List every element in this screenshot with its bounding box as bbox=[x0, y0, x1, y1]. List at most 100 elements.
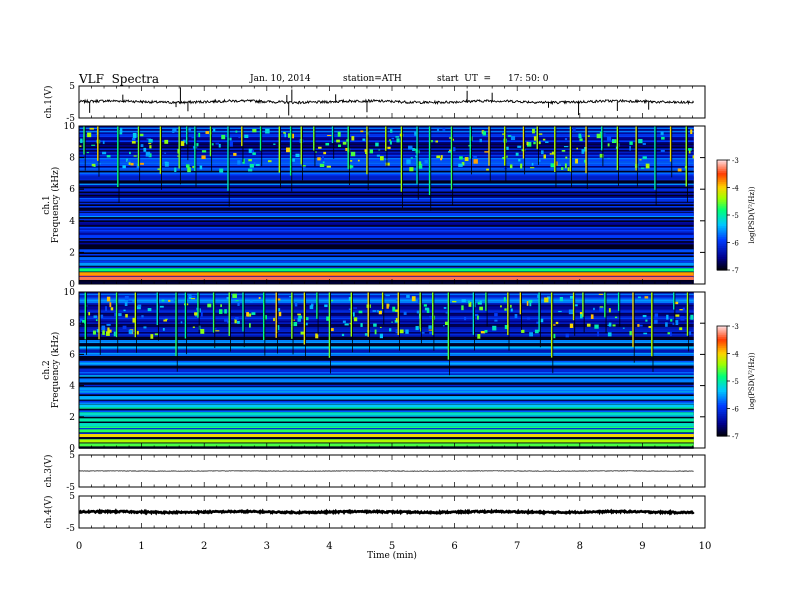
ch1-speckle bbox=[129, 151, 131, 155]
ch2-speckle bbox=[341, 333, 345, 337]
ch1-speckle bbox=[342, 141, 347, 145]
ch2-speckle bbox=[250, 300, 253, 303]
ch2-speckle bbox=[670, 331, 672, 336]
ch2-speckle bbox=[141, 315, 144, 318]
ch2-speckle bbox=[574, 304, 578, 307]
ch1-speckle bbox=[395, 136, 400, 138]
ch2-speckle bbox=[353, 317, 358, 322]
ch1-speckle bbox=[505, 146, 509, 151]
ch2-speckle bbox=[258, 297, 261, 299]
ch2-speckle bbox=[504, 308, 507, 311]
ch1-speckle bbox=[228, 141, 233, 147]
ch2-colorbar-step bbox=[717, 388, 727, 391]
ch1-freq-row bbox=[79, 228, 694, 230]
ch1-freq-row bbox=[79, 174, 694, 176]
ch1-speckle bbox=[530, 167, 535, 169]
ch2-freq-row bbox=[79, 332, 694, 334]
ch2-freq-row bbox=[79, 338, 694, 340]
x-tick-label: 10 bbox=[699, 541, 712, 552]
ch1-speckle bbox=[317, 157, 321, 161]
ch2-colorbar-step bbox=[717, 430, 727, 433]
ch1-speckle bbox=[350, 160, 353, 162]
ch2-speckle bbox=[251, 312, 256, 315]
ch2-freq-row bbox=[79, 365, 694, 368]
ch2-colorbar-step bbox=[717, 349, 727, 353]
ch1-speckle bbox=[412, 148, 415, 151]
ch1-freq-row bbox=[79, 220, 694, 222]
ch2-speckle bbox=[540, 318, 544, 323]
ch3-ylabel: ch.3(V) bbox=[43, 455, 54, 488]
ch2-speckle bbox=[379, 326, 382, 328]
ch2-speckle bbox=[187, 295, 192, 297]
ch2-speckle bbox=[292, 319, 295, 321]
x-tick-label: 1 bbox=[138, 541, 144, 552]
ch2-speckle bbox=[654, 319, 658, 324]
ch1-speckle bbox=[327, 134, 332, 137]
ch2-speckle bbox=[559, 296, 564, 302]
ch1-freq-row bbox=[79, 194, 694, 197]
ch2-speckle bbox=[294, 302, 298, 307]
ch1-ytick-label: 10 bbox=[64, 122, 76, 132]
ch2-ytick-label: 8 bbox=[69, 319, 75, 329]
ch1-speckle bbox=[473, 159, 478, 164]
ch2-speckle bbox=[276, 298, 281, 301]
ch2-speckle bbox=[612, 324, 616, 327]
ch2-speckle bbox=[226, 297, 230, 300]
ch2-speckle bbox=[168, 299, 171, 302]
ch1-speckle bbox=[149, 145, 152, 149]
ch1-colorbar-step bbox=[717, 248, 727, 251]
ch1-speckle bbox=[136, 163, 140, 169]
ch2-speckle bbox=[289, 296, 293, 298]
ch2-speckle bbox=[682, 307, 685, 311]
x-tick-label: 4 bbox=[326, 541, 332, 552]
ch2-speckle bbox=[232, 293, 237, 298]
ch1-speckle bbox=[351, 136, 355, 141]
ch1-speckle bbox=[248, 168, 253, 172]
ch1-speckle bbox=[578, 133, 582, 139]
ch1-speckle bbox=[406, 159, 411, 165]
ch2-freq-row bbox=[79, 298, 694, 300]
ch1-speckle bbox=[464, 157, 469, 161]
ch1-speckle bbox=[518, 159, 521, 162]
ch1-speckle bbox=[486, 168, 489, 171]
ch1-speckle bbox=[172, 129, 175, 133]
ch2-speckle bbox=[648, 325, 651, 329]
ch1-freq-row bbox=[79, 260, 694, 262]
ch1-speckle bbox=[79, 145, 82, 147]
ch2-band bbox=[79, 434, 694, 438]
ch1-waveform-panel: 5 -5 ch.1(V) bbox=[43, 82, 706, 124]
ch2-colorbar-step bbox=[717, 404, 727, 408]
ch1-speckle bbox=[98, 163, 101, 165]
ch2-speckle bbox=[395, 318, 398, 322]
ch1-speckle bbox=[157, 168, 160, 170]
ch2-freq-row bbox=[79, 359, 694, 361]
ch2-speckle bbox=[667, 332, 670, 335]
ch1-colorbar-step bbox=[717, 257, 727, 260]
ch2-speckle bbox=[639, 324, 643, 327]
ch2-speckle bbox=[298, 315, 303, 319]
ch1-band bbox=[79, 212, 694, 216]
ch2-speckle bbox=[395, 298, 398, 302]
x-axis-label: Time (min) bbox=[367, 550, 417, 561]
ch1-freq-row bbox=[79, 158, 694, 160]
ch2-speckle bbox=[593, 307, 595, 311]
ch1-speckle bbox=[362, 138, 366, 141]
ch2-freq-row bbox=[79, 327, 694, 329]
ch2-speckle bbox=[235, 316, 239, 320]
ch2-freq-row bbox=[79, 373, 694, 376]
ch2-freq-row bbox=[79, 426, 694, 428]
ch1-speckle bbox=[688, 149, 691, 154]
ch1-speckle bbox=[87, 132, 92, 138]
ch1-speckle bbox=[567, 167, 570, 172]
ch1-freq-row bbox=[79, 202, 694, 205]
ch2-speckle bbox=[555, 321, 559, 325]
ch1-freq-row bbox=[79, 186, 694, 189]
ch2-speckle bbox=[629, 330, 632, 336]
ch1-speckle bbox=[607, 157, 611, 160]
ch1-freq-row bbox=[79, 254, 694, 256]
ch1-ytick-label: -5 bbox=[66, 114, 75, 124]
ch1-speckle bbox=[191, 137, 196, 139]
ch1-speckle bbox=[221, 134, 226, 140]
ch1-speckle bbox=[244, 134, 249, 138]
